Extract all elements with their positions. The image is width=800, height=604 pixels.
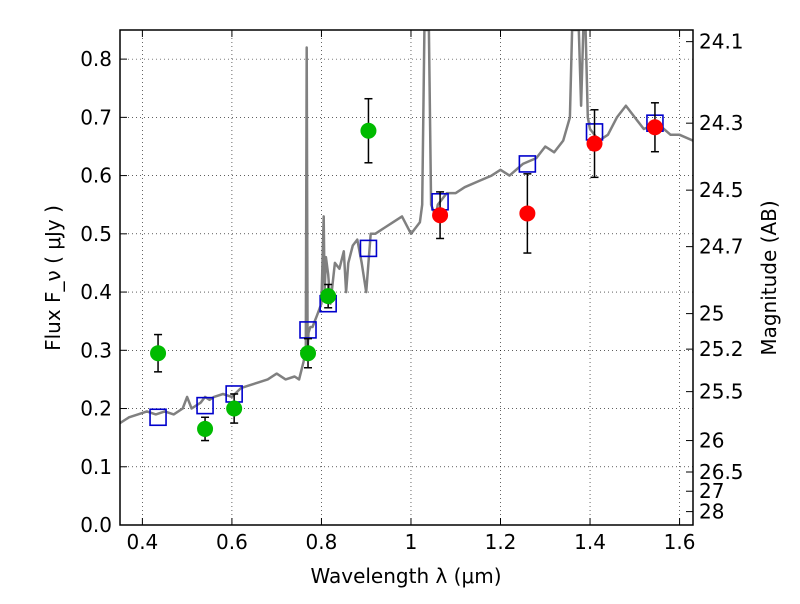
y-axis-label: Flux F_ν ( μJy ): [41, 205, 65, 351]
observed-point: [586, 135, 603, 152]
right-tick-label: 25.5: [699, 380, 744, 404]
x-tick-label: 0.4: [126, 530, 158, 554]
right-tick-label: 28: [699, 500, 724, 524]
right-axis-label: Magnitude (AB): [757, 200, 781, 355]
observed-point: [646, 119, 663, 136]
x-tick-label: 1.2: [485, 530, 517, 554]
right-tick-label: 25: [699, 302, 724, 326]
y-tick-label: 0.5: [80, 222, 112, 246]
observed-point: [300, 345, 317, 362]
right-tick-label: 24.1: [699, 30, 744, 54]
observed-point: [226, 400, 243, 417]
y-tick-label: 0.0: [80, 513, 112, 537]
y-tick-label: 0.2: [80, 397, 112, 421]
x-tick-label: 1: [405, 530, 418, 554]
y-tick-label: 0.3: [80, 338, 112, 362]
observed-point: [197, 420, 214, 437]
x-axis-ticks: 0.4 0.6 0.8 1 1.2 1.4 1.6: [126, 30, 695, 554]
y-tick-label: 0.7: [80, 105, 112, 129]
model-photometry-square: [149, 408, 167, 427]
observed-point: [519, 205, 536, 222]
right-tick-label: 24.3: [699, 111, 744, 135]
x-tick-label: 0.6: [216, 530, 248, 554]
observed-point: [360, 122, 377, 139]
spectrum-line: [120, 30, 693, 425]
observed-point: [150, 345, 167, 362]
plot-frame: [119, 29, 694, 526]
model-photometry-square: [196, 396, 214, 415]
right-tick-label: 27: [699, 479, 724, 503]
right-tick-label: 24.7: [699, 235, 744, 259]
y-tick-label: 0.1: [80, 455, 112, 479]
y-tick-label: 0.6: [80, 164, 112, 188]
y-tick-label: 0.4: [80, 280, 112, 304]
observed-point: [320, 288, 337, 305]
x-tick-label: 1.4: [574, 530, 606, 554]
right-tick-label: 26: [699, 429, 724, 453]
x-tick-label: 1.6: [664, 530, 696, 554]
x-axis-label: Wavelength λ (μm): [310, 564, 501, 588]
x-tick-label: 0.8: [306, 530, 338, 554]
right-tick-label: 26.5: [699, 460, 744, 484]
y-tick-label: 0.8: [80, 47, 112, 71]
series-group: [120, 30, 693, 442]
observed-point: [432, 207, 449, 224]
right-tick-label: 25.2: [699, 337, 744, 361]
right-tick-label: 24.5: [699, 178, 744, 202]
model-photometry-square: [359, 239, 378, 258]
y-axis-ticks: 0.0 0.1 0.2 0.3 0.4 0.5 0.6 0.7 0.8: [80, 47, 127, 537]
grid-lines: [120, 30, 693, 526]
model-photometry-square: [518, 155, 537, 173]
